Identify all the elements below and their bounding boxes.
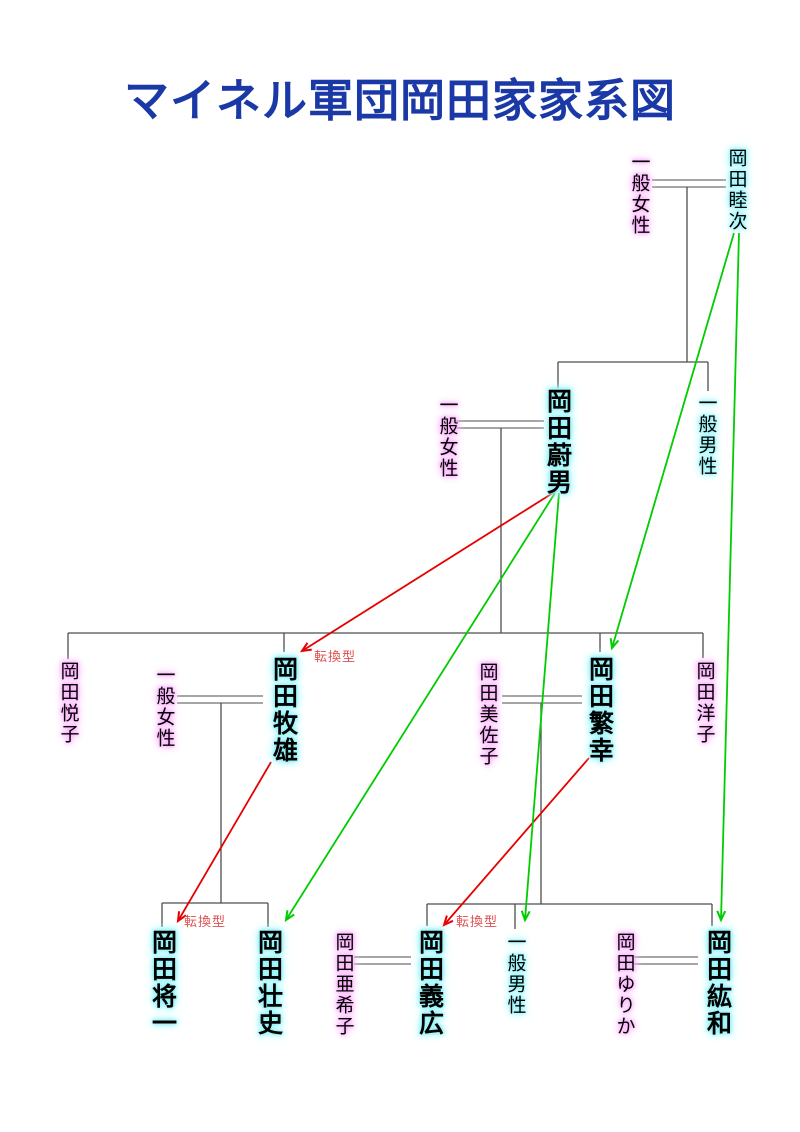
person-makio: 岡田牧雄	[269, 656, 299, 764]
page-title: マイネル軍団岡田家家系図	[123, 74, 676, 127]
person-gen1-wife: 一般女性	[628, 152, 651, 236]
person-misako: 岡田美佐子	[476, 662, 499, 767]
marriage-line-yoshihiro	[354, 956, 411, 965]
marriage-line-hirokazu	[634, 956, 698, 965]
person-hirokazu: 岡田紘和	[703, 929, 733, 1037]
conversion-label-yoshihiro: 転換型	[456, 915, 499, 930]
descent-lines	[67, 187, 713, 929]
red-arrow-shigeyuki-to-yoshihiro	[442, 757, 590, 927]
person-shoichi: 岡田将一	[148, 929, 178, 1037]
person-utsuo: 岡田蔚男	[543, 388, 573, 496]
person-etsuko: 岡田悦子	[57, 661, 80, 745]
green-arrow-mutsuji-to-shigeyuki	[609, 232, 735, 651]
person-yoko: 岡田洋子	[693, 661, 716, 745]
conversion-label-shoichi: 転換型	[184, 915, 227, 930]
marriage-line-gen1	[652, 179, 726, 188]
person-gen3-wife: 一般女性	[153, 665, 176, 749]
person-gen2-man: 一般男性	[695, 393, 718, 477]
marriage-line-makio	[177, 695, 263, 704]
marriage-line-gen2	[456, 420, 544, 429]
red-arrow-utsuo-to-makio	[299, 490, 557, 653]
green-arrow-utsuo-to-gen4man	[520, 492, 560, 923]
person-mutsuji: 岡田睦次	[725, 148, 748, 232]
green-arrow-mutsuji-to-hirokazu	[716, 232, 740, 923]
conversion-label-makio: 転換型	[314, 650, 357, 665]
person-akiko: 岡田亜希子	[332, 932, 355, 1037]
person-gen4-man: 一般男性	[504, 932, 527, 1016]
person-yoshihiro: 岡田義広	[415, 929, 445, 1037]
person-yurika: 岡田ゆりか	[613, 932, 636, 1037]
green-arrow-utsuo-to-soshi	[284, 492, 556, 923]
person-soshi: 岡田壮史	[254, 929, 284, 1037]
person-gen2-wife: 一般女性	[436, 395, 459, 479]
red-arrow-makio-to-shoichi	[176, 761, 272, 924]
person-shigeyuki: 岡田繁幸	[585, 656, 615, 764]
